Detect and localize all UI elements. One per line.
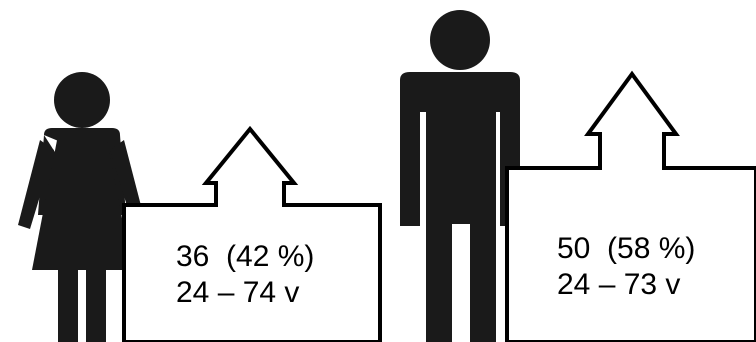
male-callout-box — [505, 70, 756, 342]
male-count-label: 50 (58 %) — [557, 232, 696, 265]
man-icon — [400, 10, 520, 342]
male-age-range-label: 24 – 73 v — [557, 268, 681, 301]
woman-icon — [18, 72, 146, 342]
female-count-label: 36 (42 %) — [176, 240, 315, 273]
female-age-range-label: 24 – 74 v — [176, 276, 300, 309]
female-callout-box — [122, 125, 382, 342]
